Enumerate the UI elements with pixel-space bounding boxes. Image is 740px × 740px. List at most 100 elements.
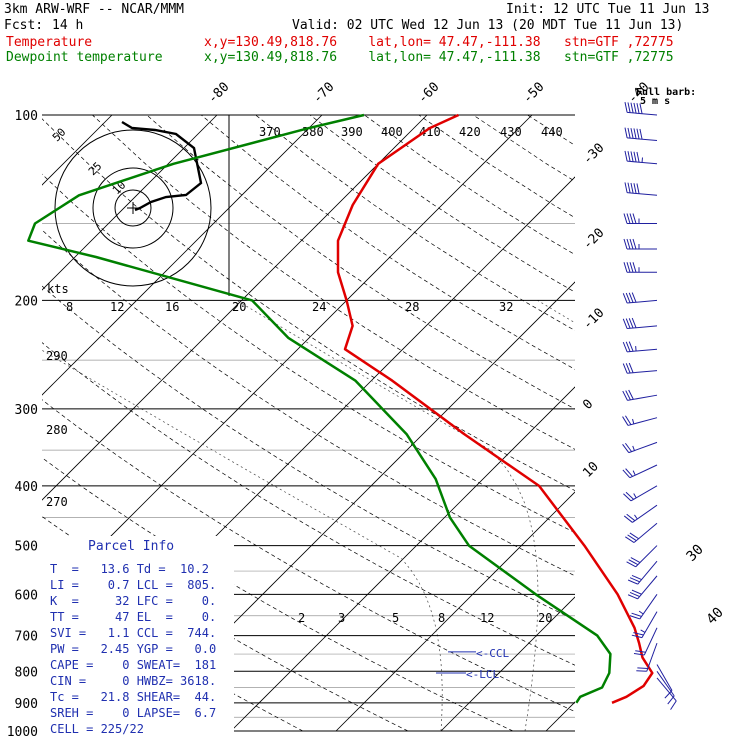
moist-adiabat-line bbox=[42, 349, 443, 731]
wind-barb bbox=[623, 238, 657, 250]
dry-adiabat-line bbox=[309, 115, 575, 293]
wind-barb bbox=[622, 389, 658, 401]
wind-barb bbox=[624, 150, 658, 165]
isotherm-line bbox=[230, 386, 575, 731]
wind-legend-title: Full barb: bbox=[636, 87, 697, 98]
parcel-row-cin: CIN = 0 HWBZ= 3618. bbox=[50, 674, 217, 688]
wind-barb bbox=[622, 292, 658, 304]
wind-barb bbox=[623, 485, 658, 502]
valid-time: Valid: 02 UTC Wed 12 Jun 13 (20 MDT Tue … bbox=[292, 18, 684, 33]
wind-barb bbox=[636, 642, 658, 672]
temperature-legend-label: Temperature bbox=[6, 35, 93, 50]
ccl-label: <-CCL bbox=[476, 647, 509, 660]
pressure-tick-label: 1000 bbox=[7, 725, 38, 740]
hodograph-speed-tick: 28 bbox=[405, 300, 419, 314]
isotherm-line bbox=[42, 115, 218, 291]
mixing-ratio-label: 5 bbox=[392, 611, 399, 625]
dry-adiabat-line bbox=[42, 229, 575, 577]
isotherm-label: -30 bbox=[580, 141, 607, 168]
theta-label: 430 bbox=[500, 125, 522, 139]
isotherm-line bbox=[651, 115, 740, 731]
wind-barb bbox=[627, 575, 658, 600]
isotherm-line bbox=[440, 596, 575, 731]
isotherm-line bbox=[335, 491, 575, 731]
dewpoint-legend-label: Dewpoint temperature bbox=[6, 50, 163, 65]
pressure-tick-label: 200 bbox=[15, 294, 38, 309]
mixing-ratio-label: 12 bbox=[480, 611, 494, 625]
wind-barb bbox=[623, 213, 657, 224]
hodograph-speed-tick: 24 bbox=[312, 300, 326, 314]
dewpoint-curve bbox=[27, 113, 612, 704]
isotherm-label: 40 bbox=[704, 605, 727, 628]
model-title: 3km ARW-WRF -- NCAR/MMM bbox=[4, 2, 185, 17]
dry-adiabat-line bbox=[42, 342, 575, 666]
theta-label: 290 bbox=[46, 349, 68, 363]
wind-barb bbox=[622, 464, 658, 479]
dry-adiabat-line bbox=[472, 115, 575, 182]
hodograph-ring-label: 25 bbox=[86, 160, 105, 179]
isotherm-line bbox=[545, 701, 575, 731]
parcel-row-total-totals: TT = 47 EL = 0. bbox=[50, 610, 217, 624]
forecast-label: Fcst: bbox=[4, 18, 44, 33]
hodograph-speed-tick: 32 bbox=[499, 300, 513, 314]
pressure-tick-label: 700 bbox=[15, 630, 38, 645]
wind-barb bbox=[624, 102, 658, 116]
hodograph-speed-units: kts bbox=[47, 282, 69, 296]
parcel-row-tc: Tc = 21.8 SHEAR= 44. bbox=[50, 690, 217, 704]
isotherm-label: -70 bbox=[310, 80, 337, 107]
hodograph-ring bbox=[54, 129, 212, 287]
wind-barb bbox=[623, 262, 657, 273]
hodograph-speed-tick: 16 bbox=[165, 300, 179, 314]
isotherm-line bbox=[42, 115, 428, 501]
mixing-ratio-label: 3 bbox=[338, 611, 345, 625]
pressure-tick-label: 600 bbox=[15, 588, 38, 603]
pressure-tick-label: 400 bbox=[15, 480, 38, 495]
dewpoint-location: x,y=130.49,818.76 lat,lon= 47.47,-111.38… bbox=[204, 50, 674, 65]
dry-adiabat-line bbox=[146, 115, 575, 410]
dry-adiabat-line bbox=[691, 115, 740, 731]
isotherm-label: 30 bbox=[684, 542, 707, 565]
theta-label: 370 bbox=[259, 125, 281, 139]
dry-adiabat-line bbox=[42, 457, 514, 731]
wind-barb bbox=[633, 627, 658, 656]
isotherm-line bbox=[42, 115, 323, 396]
hodograph-ring-label: 50 bbox=[50, 126, 69, 145]
temperature-curve bbox=[336, 113, 654, 704]
isotherm-label: -50 bbox=[520, 80, 547, 107]
dry-adiabat-line bbox=[42, 285, 575, 621]
hodograph-ring bbox=[114, 189, 152, 227]
wind-barb bbox=[622, 341, 658, 353]
pressure-tick-label: 500 bbox=[15, 540, 38, 555]
lcl-label: <-LCL bbox=[466, 668, 499, 681]
moist-adiabat-line bbox=[693, 300, 740, 731]
dry-adiabat-line bbox=[364, 115, 575, 256]
temperature-location: x,y=130.49,818.76 lat,lon= 47.47,-111.38… bbox=[204, 35, 674, 50]
wind-barb bbox=[629, 594, 658, 620]
hodograph-speed-tick: 12 bbox=[110, 300, 124, 314]
isotherm-label: -80 bbox=[205, 80, 232, 107]
wind-barb bbox=[622, 441, 658, 454]
parcel-row-svi: SVI = 1.1 CCL = 744. bbox=[50, 626, 217, 640]
dry-adiabat-line bbox=[92, 115, 575, 450]
wind-barb bbox=[656, 677, 677, 710]
hodograph-speed-tick: 8 bbox=[66, 300, 73, 314]
theta-label: 420 bbox=[459, 125, 481, 139]
parcel-row-lifted-index: LI = 0.7 LCL = 805. bbox=[50, 578, 217, 592]
theta-label: 270 bbox=[46, 495, 68, 509]
isotherm-label: 0 bbox=[580, 397, 596, 413]
mixing-ratio-label: 8 bbox=[438, 611, 445, 625]
dry-adiabat-line bbox=[418, 115, 575, 219]
pressure-tick-label: 800 bbox=[15, 665, 38, 680]
wind-barb bbox=[625, 522, 658, 543]
hodograph-ring bbox=[92, 167, 174, 249]
isotherm-label: -60 bbox=[415, 80, 442, 107]
dry-adiabat-line bbox=[582, 115, 740, 731]
pressure-tick-label: 900 bbox=[15, 697, 38, 712]
wind-barb bbox=[627, 560, 658, 585]
pressure-tick-label: 300 bbox=[15, 403, 38, 418]
forecast-hour: 14 h bbox=[52, 18, 84, 33]
isotherm-label: 10 bbox=[580, 459, 602, 481]
wind-barb bbox=[622, 415, 658, 426]
isotherm-label: -20 bbox=[580, 226, 607, 253]
